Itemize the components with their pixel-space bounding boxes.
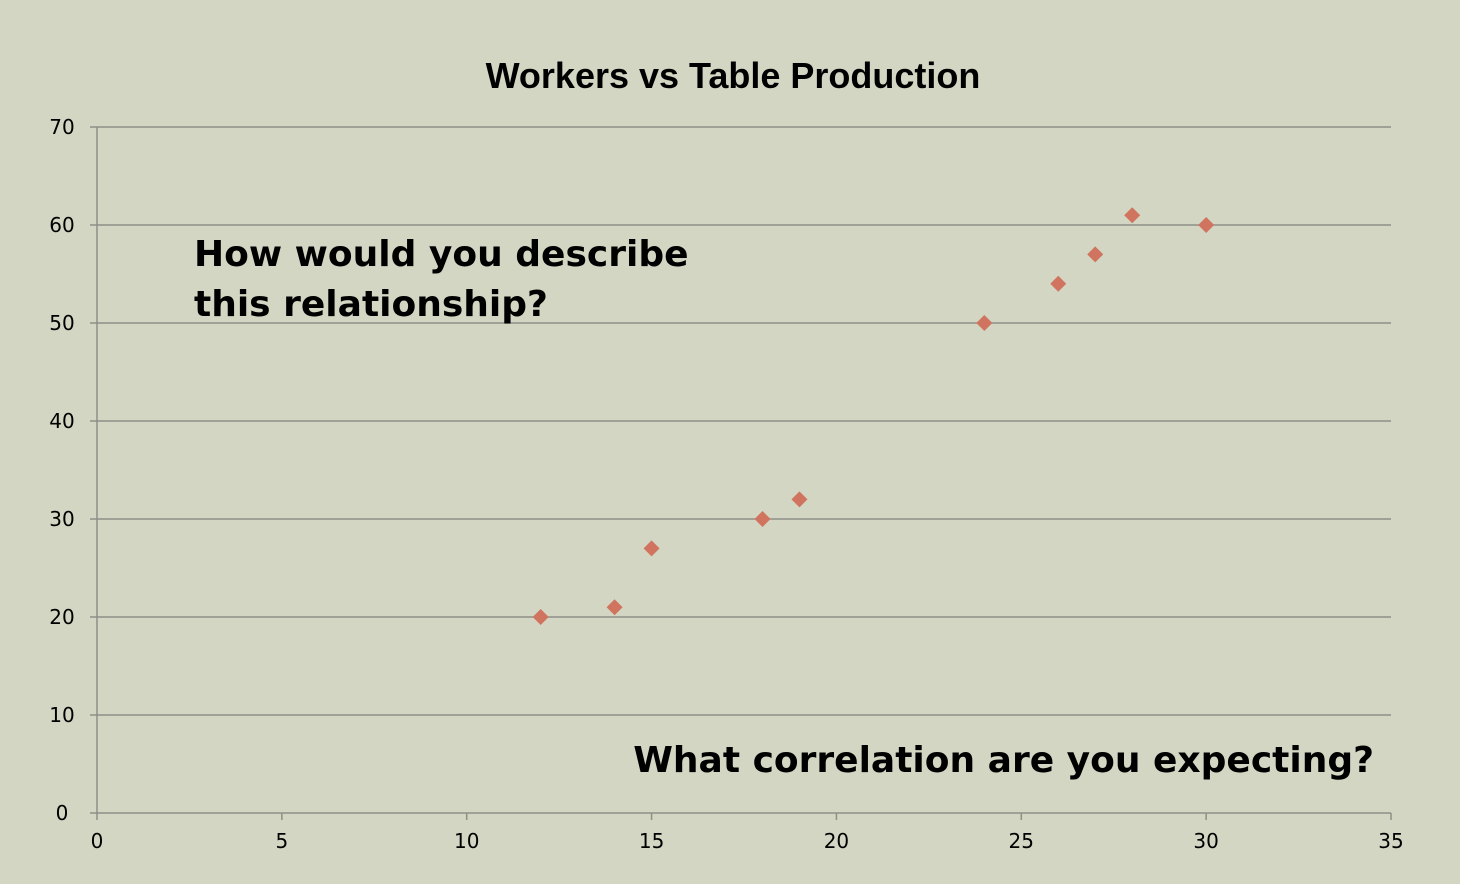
- data-point: [643, 540, 660, 557]
- x-tick-label: 30: [1193, 829, 1218, 853]
- x-tick-label: 0: [91, 829, 104, 853]
- x-tick-label: 10: [454, 829, 479, 853]
- data-points: [532, 207, 1215, 625]
- annotations: How would you describe this relationship?…: [194, 234, 1374, 781]
- axes: [90, 127, 1392, 820]
- data-point: [754, 511, 771, 527]
- chart-title: Workers vs Table Production: [486, 55, 981, 96]
- x-tick-label: 25: [1009, 829, 1034, 853]
- y-tick-label: 30: [49, 507, 74, 531]
- data-point: [532, 609, 549, 625]
- data-point: [1124, 207, 1141, 224]
- y-tick-label: 40: [49, 409, 74, 433]
- y-tick-label: 50: [49, 311, 74, 335]
- y-tick-label: 70: [49, 115, 74, 139]
- y-tick-label: 20: [49, 605, 74, 629]
- x-tick-label: 5: [275, 829, 288, 853]
- x-tick-label: 20: [824, 829, 849, 853]
- data-point: [606, 599, 623, 616]
- y-tick-label: 10: [49, 703, 74, 727]
- x-tick-label: 15: [639, 829, 664, 853]
- annotation-question-correlation: What correlation are you expecting?: [633, 740, 1374, 781]
- data-point: [791, 491, 808, 508]
- data-point: [1198, 217, 1215, 233]
- data-point: [976, 315, 993, 331]
- y-tick-label: 0: [56, 801, 69, 825]
- x-tick-label: 35: [1378, 829, 1403, 853]
- gridlines: [90, 126, 1391, 716]
- annotation-question-describe: this relationship?: [194, 284, 548, 325]
- data-point: [1087, 246, 1104, 263]
- data-point: [1050, 275, 1067, 292]
- annotation-question-describe: How would you describe: [194, 234, 689, 275]
- tick-labels: 0 10 20 30 40 50 60 70 0 5 10 15 20 25 30 35: [49, 115, 1403, 853]
- y-tick-label: 60: [49, 213, 74, 237]
